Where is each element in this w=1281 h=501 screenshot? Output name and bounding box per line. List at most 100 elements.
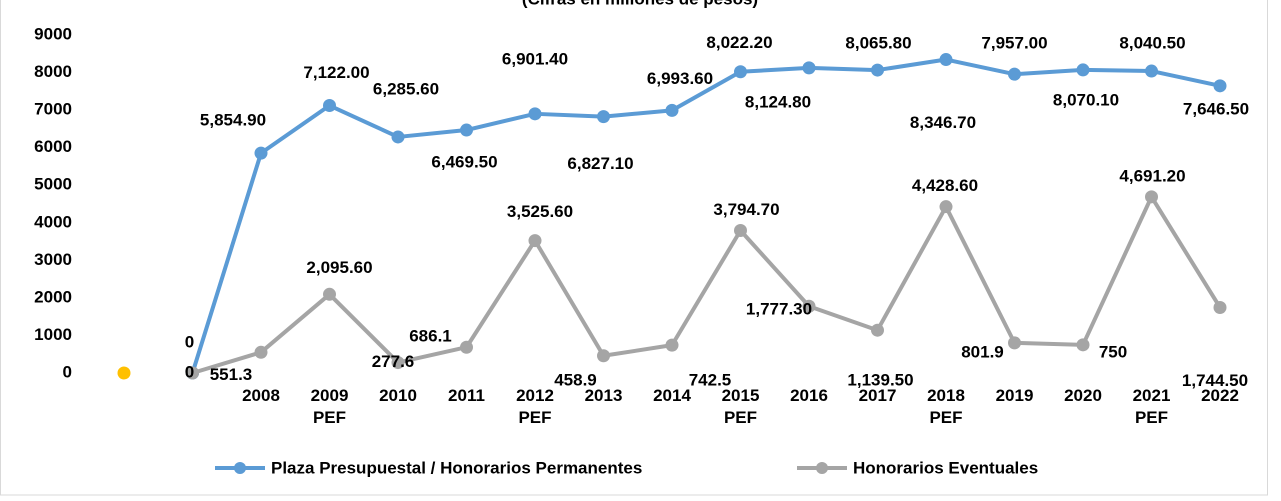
data-label: 6,285.60 <box>373 79 439 98</box>
data-label: 3,794.70 <box>713 200 779 219</box>
x-tick-label: 2018 PEF <box>927 386 965 427</box>
data-label: 6,993.60 <box>647 69 713 88</box>
point <box>597 349 610 363</box>
x-tick-label: 2013 <box>585 386 623 405</box>
x-tick-label-line: 2013 <box>585 386 623 405</box>
data-label: 7,646.50 <box>1183 99 1249 118</box>
x-tick-label: 2020 <box>1064 386 1102 405</box>
point <box>1008 67 1021 81</box>
chart-border <box>0 0 1268 496</box>
x-tick-label: 2011 <box>448 386 485 405</box>
x-tick-label-line: PEF <box>518 408 551 427</box>
y-tick-label: 2000 <box>34 287 72 306</box>
point <box>597 110 610 124</box>
data-label: 1,744.50 <box>1182 371 1248 390</box>
x-tick-label-line: 2009 <box>311 386 349 405</box>
y-tick-label: 7000 <box>34 100 72 119</box>
data-label: 0 <box>185 332 194 351</box>
x-tick-label: 2016 <box>790 386 828 405</box>
y-tick-label: 3000 <box>34 250 72 269</box>
legend-marker <box>816 462 828 474</box>
point <box>734 65 747 79</box>
x-tick-label-line: 2015 <box>722 386 760 405</box>
point <box>1213 79 1227 93</box>
x-tick-label: 2021 PEF <box>1133 386 1171 427</box>
data-label: 801.9 <box>961 342 1004 361</box>
x-tick-label-line: 2018 <box>927 386 965 405</box>
point <box>528 107 542 121</box>
x-tick-label: 2010 <box>379 386 417 405</box>
point <box>665 103 679 117</box>
data-label: 0 <box>185 362 194 381</box>
series-line <box>191 194 1222 375</box>
x-tick-label-line: 2022 <box>1201 386 1239 405</box>
point <box>1076 338 1090 352</box>
point <box>323 287 336 301</box>
legend-label: Plaza Presupuestal / Honorarios Permanen… <box>271 458 642 477</box>
point <box>254 345 268 359</box>
data-label: 6,901.40 <box>502 49 568 68</box>
data-label: 4,428.60 <box>912 176 978 195</box>
data-label: 686.1 <box>409 327 452 346</box>
data-label: 6,827.10 <box>567 154 633 173</box>
x-tick-label-line: PEF <box>1135 408 1168 427</box>
data-label: 8,346.70 <box>910 113 976 132</box>
data-label: 8,124.80 <box>745 92 811 111</box>
data-label: 458.9 <box>554 370 597 389</box>
x-tick-label-line: 2011 <box>448 386 485 405</box>
data-label: 3,525.60 <box>507 202 573 221</box>
legend-label: Honorarios Eventuales <box>853 458 1038 477</box>
x-tick-label: 2015 PEF <box>722 386 760 427</box>
data-label: 2,095.60 <box>306 258 372 277</box>
data-label: 8,040.50 <box>1119 34 1185 53</box>
data-label: 8,070.10 <box>1053 90 1119 109</box>
x-tick-label: 2009 PEF <box>311 386 349 427</box>
series-line <box>190 57 1221 374</box>
x-tick-label: 2019 <box>996 386 1034 405</box>
point <box>323 99 336 113</box>
x-tick-label-line: PEF <box>929 408 962 427</box>
x-tick-label-line: PEF <box>313 408 346 427</box>
data-label: 8,065.80 <box>845 34 911 53</box>
point <box>802 299 816 313</box>
point <box>1076 63 1090 77</box>
data-label: 742.5 <box>689 371 732 390</box>
y-tick-label: 4000 <box>34 212 72 231</box>
point <box>871 63 884 77</box>
x-tick-label-line: 2019 <box>996 386 1034 405</box>
data-label: 7,957.00 <box>981 34 1047 53</box>
x-tick-label: 2008 <box>242 386 280 405</box>
x-tick-label-line: 2016 <box>790 386 828 405</box>
point <box>665 338 679 352</box>
x-tick-label: 2017 <box>859 386 897 405</box>
point <box>391 130 405 144</box>
y-tick-label: 1000 <box>34 325 72 344</box>
point <box>117 366 131 380</box>
point <box>871 323 884 337</box>
chart-title: (Cifras en millones de pesos) <box>522 0 758 8</box>
point <box>1145 190 1158 204</box>
point <box>734 223 747 237</box>
legend-marker <box>234 462 246 474</box>
data-label: 7,122.00 <box>303 63 369 82</box>
point <box>186 366 199 380</box>
y-tick-label: 6000 <box>34 137 72 156</box>
x-tick-label: 2022 <box>1201 386 1239 405</box>
x-tick-label-line: 2012 <box>516 386 554 405</box>
point <box>939 53 953 67</box>
data-label: 8,022.20 <box>706 33 772 52</box>
y-tick-label: 8000 <box>34 62 72 81</box>
point <box>802 61 816 75</box>
x-tick-label-line: 2010 <box>379 386 417 405</box>
data-label: 277.6 <box>372 352 415 371</box>
x-tick-label-line: 2021 <box>1133 386 1171 405</box>
data-label: 551.3 <box>210 365 253 384</box>
y-tick-label: 0 <box>63 362 72 381</box>
x-tick-label-line: 2014 <box>653 386 691 405</box>
point <box>391 356 405 370</box>
data-label: 1,777.30 <box>746 300 812 319</box>
point <box>460 123 473 137</box>
x-tick-label: 2014 <box>653 386 691 405</box>
data-label: 5,854.90 <box>200 111 266 130</box>
